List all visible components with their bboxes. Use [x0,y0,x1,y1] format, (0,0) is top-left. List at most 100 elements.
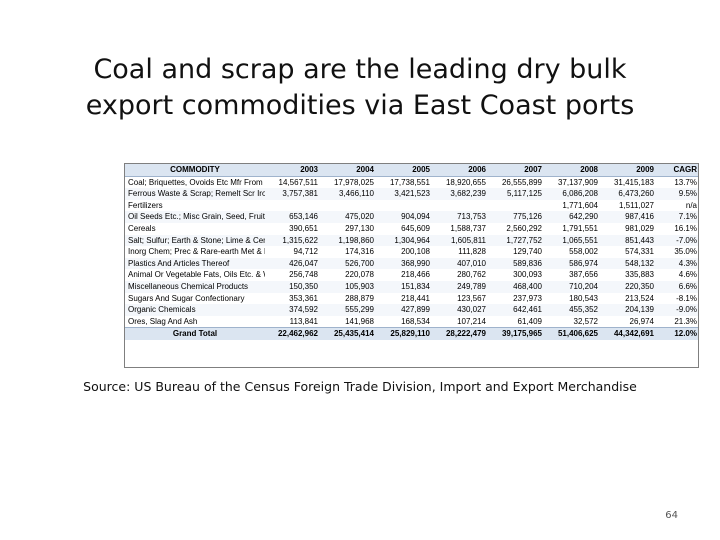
table-row: Cereals 390,651 297,130 645,609 1,588,737 2,5… [125,223,698,235]
value-cell: 168,534 [401,316,430,326]
grand-total-label: Grand Total [125,327,265,340]
value-cell: 455,352 [545,304,601,316]
value-cell: 1,304,964 [377,234,433,247]
value-cell: 1,727,752 [489,234,545,247]
value-cell: 105,903 [321,280,377,293]
value-cell: 1,198,860 [321,234,377,247]
grand-total-row: Grand Total 22,462,962 25,435,414 25,829,11… [125,327,698,340]
table-row: Oil Seeds Etc.; Misc Grain, Seed, Fruit,… [125,211,698,223]
value-cell: 288,879 [345,293,374,303]
value-cell: 558,002 [569,247,598,257]
grand-total-cell: 39,175,965 [489,327,545,340]
value-cell: 18,920,655 [445,177,486,187]
table-row: Miscellaneous Chemical Products 150,350 10… [125,280,698,293]
value-cell: 17,738,551 [389,177,430,187]
value-cell: 26,555,899 [501,177,542,187]
grand-total-cell: 44,342,691 [601,327,657,340]
commodity-name-cell: Ferrous Waste & Scrap; Remelt Scr Iron/S… [125,188,265,200]
value-cell: -8.1% [676,293,697,303]
commodity-name-cell: Organic Chemicals [125,304,265,316]
value-cell: -7.0% [657,234,698,247]
value-cell: 129,740 [513,247,542,257]
table-row: Plastics And Articles Thereof 426,047 526,… [125,257,698,270]
value-cell: 1,588,737 [450,223,486,233]
value-cell: 1,511,027 [619,200,654,210]
value-cell: 6.6% [657,280,698,293]
value-cell: 5,117,125 [489,188,545,200]
table-row: Sugars And Sugar Confectionary 353,361 288… [125,293,698,305]
column-header: 2004 [321,164,377,177]
value-cell: 17,978,025 [333,177,374,187]
value-cell: 200,108 [401,247,430,257]
value-cell: 851,443 [601,234,657,247]
value-cell: 987,416 [601,211,657,223]
value-cell: 16.1% [674,223,697,233]
value-cell: 14,567,511 [278,177,318,187]
value-cell: 31,415,183 [613,177,654,187]
value-cell: 21.3% [674,316,697,326]
table-body: Coal; Briquettes, Ovoids Etc Mfr From Co… [125,176,698,328]
column-header: 2005 [377,164,433,177]
value-cell: 589,836 [489,257,545,270]
value-cell: 586,974 [545,257,601,270]
value-cell: 475,020 [321,211,377,223]
value-cell: 61,409 [517,316,542,326]
value-cell: 390,651 [289,223,318,233]
value-cell: 4.6% [678,270,697,280]
value-cell: 300,093 [513,270,542,280]
value-cell: 150,350 [265,280,321,293]
value-cell: 710,204 [545,280,601,293]
value-cell: 1,065,551 [545,234,601,247]
value-cell: 151,834 [377,280,433,293]
value-cell: 775,126 [489,211,545,223]
value-cell: 335,883 [625,270,654,280]
commodity-table: COMMODITY 2003 2004 2005 2006 2007 2008 2009 CAG… [124,163,699,368]
value-cell: -9.0% [657,304,698,316]
value-cell: 141,968 [345,316,374,326]
table-row: Ores, Slag And Ash 113,841 141,968 168,534 1… [125,316,698,328]
value-cell: 3,757,381 [265,188,321,200]
grand-total-cell: 28,222,479 [433,327,489,340]
value-cell: 237,973 [513,293,542,303]
source-note: Source: US Bureau of the Census Foreign … [83,379,637,394]
value-cell: 645,609 [401,223,430,233]
grand-total-cell: 51,406,625 [545,327,601,340]
table-row: Animal Or Vegetable Fats, Oils Etc. & Wa… [125,269,698,281]
value-cell [377,200,433,212]
commodity-name-cell: Salt; Sulfur; Earth & Stone; Lime & Ceme… [125,234,265,247]
value-cell: 642,461 [489,304,545,316]
value-cell: 387,656 [569,270,598,280]
value-cell: 180,543 [569,293,598,303]
value-cell: 113,841 [289,316,318,326]
value-cell: 174,316 [345,247,374,257]
value-cell: 426,047 [265,257,321,270]
commodity-name-cell: Oil Seeds Etc.; Misc Grain, Seed, Fruit,… [125,211,265,223]
value-cell: 555,299 [321,304,377,316]
table-row: Coal; Briquettes, Ovoids Etc Mfr From Co… [125,176,698,188]
value-cell: 218,466 [401,270,430,280]
value-cell: 642,290 [545,211,601,223]
value-cell: 213,524 [625,293,654,303]
value-cell: 904,094 [377,211,433,223]
value-cell: n/a [685,200,697,210]
value-cell: 94,712 [293,247,318,257]
value-cell: 2,560,292 [506,223,542,233]
column-header: 2009 [601,164,657,177]
commodity-name-cell: Coal; Briquettes, Ovoids Etc Mfr From Co… [128,177,265,187]
value-cell: 1,791,551 [562,223,598,233]
value-cell: 123,567 [457,293,486,303]
commodity-name-cell: Plastics And Articles Thereof [125,257,265,270]
value-cell: 249,789 [433,280,489,293]
commodity-name-cell: Ores, Slag And Ash [128,316,198,326]
value-cell: 26,974 [629,316,654,326]
value-cell: 713,753 [433,211,489,223]
value-cell: 1,771,604 [562,200,598,210]
commodity-name-cell: Inorg Chem; Prec & Rare-earth Met & Radi… [128,247,265,257]
value-cell: 3,682,239 [433,188,489,200]
column-header: 2008 [545,164,601,177]
column-header: 2006 [433,164,489,177]
value-cell: 526,700 [321,257,377,270]
value-cell: 353,361 [289,293,318,303]
column-header: 2003 [265,164,321,177]
value-cell: 256,748 [289,270,318,280]
